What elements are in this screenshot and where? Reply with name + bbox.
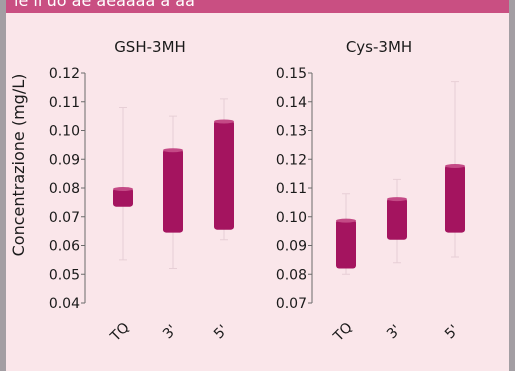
y-tick-label: 0.08 bbox=[276, 267, 307, 283]
chart-title: GSH-3MH bbox=[114, 38, 186, 56]
header-text: le ll'uo ae aeaaaa a aa bbox=[14, 0, 195, 10]
chart-panel bbox=[6, 13, 509, 371]
x-tick-label: 5' bbox=[211, 322, 231, 342]
box-cap bbox=[445, 164, 465, 168]
box-cap bbox=[214, 119, 234, 124]
y-tick-label: 0.10 bbox=[276, 210, 307, 226]
header-band: le ll'uo ae aeaaaa a aa bbox=[6, 0, 509, 13]
box-3min bbox=[387, 198, 407, 240]
box-5min bbox=[445, 165, 465, 233]
y-tick-label: 0.10 bbox=[49, 124, 80, 140]
x-tick-label: TQ bbox=[107, 320, 133, 346]
y-tick-label: 0.14 bbox=[276, 95, 307, 111]
y-tick-label: 0.05 bbox=[49, 267, 80, 283]
x-tick-label: 3' bbox=[384, 322, 404, 342]
chart-gsh-3mh: GSH-3MH 0.04 0.05 0.06 0.07 0.08 0.09 0.10 0.11 0… bbox=[49, 38, 234, 345]
y-tick-label: 0.11 bbox=[49, 95, 80, 111]
box-cap bbox=[387, 197, 407, 202]
y-axis-label: Concentrazione (mg/L) bbox=[9, 74, 28, 257]
y-tick-label: 0.15 bbox=[276, 66, 307, 82]
box-tq bbox=[113, 188, 133, 207]
x-tick-label: 5' bbox=[442, 322, 462, 342]
box-5min bbox=[214, 120, 234, 230]
box-cap bbox=[336, 218, 356, 223]
y-tick-label: 0.07 bbox=[49, 210, 80, 226]
box-tq bbox=[336, 219, 356, 269]
y-tick-label: 0.08 bbox=[49, 181, 80, 197]
box-3min bbox=[163, 149, 183, 233]
y-tick-label: 0.12 bbox=[49, 66, 80, 82]
y-tick-label: 0.06 bbox=[49, 239, 80, 255]
chart-cys-3mh: Cys-3MH 0.07 0.08 0.09 0.10 0.11 0.12 0.13 0.14 0… bbox=[276, 38, 465, 345]
box-cap bbox=[163, 148, 183, 153]
chart-title: Cys-3MH bbox=[346, 38, 412, 56]
y-tick-label: 0.13 bbox=[276, 124, 307, 140]
x-tick-label: 3' bbox=[160, 322, 180, 342]
y-tick-label: 0.04 bbox=[49, 296, 80, 312]
y-tick-label: 0.07 bbox=[276, 296, 307, 312]
box-cap bbox=[113, 187, 133, 191]
y-tick-label: 0.12 bbox=[276, 152, 307, 168]
x-tick-label: TQ bbox=[330, 320, 356, 346]
y-tick-label: 0.11 bbox=[276, 181, 307, 197]
y-tick-label: 0.09 bbox=[49, 152, 80, 168]
y-tick-label: 0.09 bbox=[276, 239, 307, 255]
